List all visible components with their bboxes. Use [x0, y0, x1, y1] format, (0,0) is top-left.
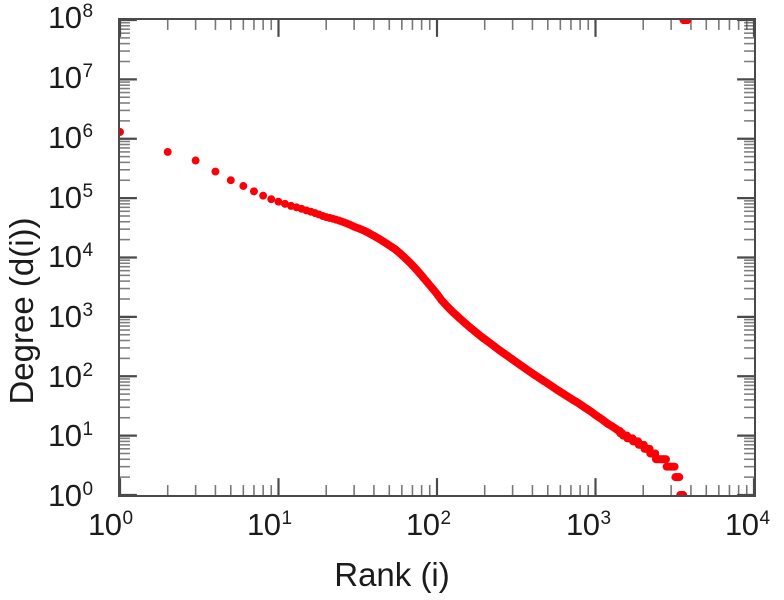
- x-tick-label-1e0: 100: [88, 507, 133, 542]
- y-tick-label-1e0: 100: [48, 478, 93, 513]
- y-tick-label-1e6: 106: [48, 120, 93, 155]
- plot-canvas: [120, 20, 754, 495]
- plot-area: [118, 18, 756, 497]
- x-tick-label-1e2: 102: [406, 507, 451, 542]
- y-tick-label-1e5: 105: [48, 180, 93, 215]
- y-tick-label-1e2: 102: [48, 359, 93, 394]
- x-tick-label-1e1: 101: [247, 507, 292, 542]
- y-tick-label-1e3: 103: [48, 299, 93, 334]
- y-tick-label-1e8: 108: [48, 0, 93, 35]
- y-tick-label-1e7: 107: [48, 60, 93, 95]
- x-axis-title: Rank (i): [334, 556, 450, 593]
- y-tick-label-1e4: 104: [48, 239, 93, 274]
- y-tick-label-1e1: 101: [48, 418, 93, 453]
- y-axis-title: Degree (d(i)): [3, 217, 40, 405]
- x-tick-label-1e4: 104: [725, 507, 770, 542]
- x-tick-label-1e3: 103: [566, 507, 611, 542]
